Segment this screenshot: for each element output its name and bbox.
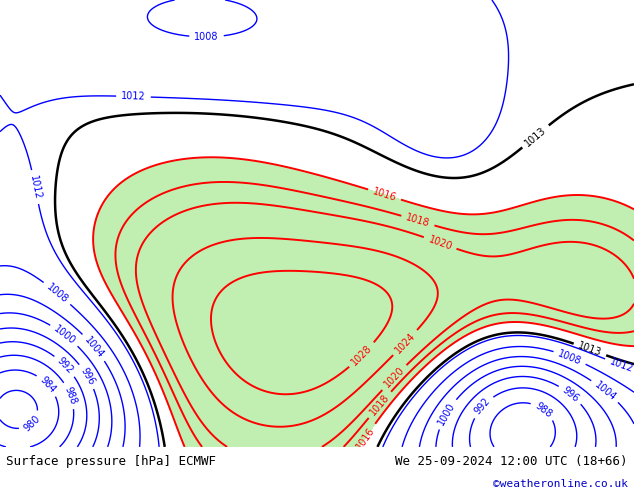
Text: 1016: 1016 bbox=[372, 186, 398, 203]
Text: 988: 988 bbox=[62, 385, 78, 406]
Text: 996: 996 bbox=[560, 385, 581, 404]
Text: 1004: 1004 bbox=[82, 335, 106, 360]
Text: 980: 980 bbox=[22, 413, 42, 433]
Text: 992: 992 bbox=[55, 356, 75, 376]
Text: 996: 996 bbox=[79, 366, 96, 387]
Text: ©weatheronline.co.uk: ©weatheronline.co.uk bbox=[493, 479, 628, 489]
Text: 984: 984 bbox=[38, 375, 58, 395]
Text: Surface pressure [hPa] ECMWF: Surface pressure [hPa] ECMWF bbox=[6, 456, 216, 468]
Text: 1013: 1013 bbox=[523, 124, 548, 148]
Text: 1018: 1018 bbox=[404, 212, 431, 229]
Text: 1028: 1028 bbox=[350, 343, 374, 368]
Text: 1013: 1013 bbox=[577, 341, 603, 358]
Text: 1024: 1024 bbox=[393, 330, 417, 355]
Text: 1016: 1016 bbox=[354, 425, 377, 451]
Text: 1012: 1012 bbox=[121, 91, 146, 102]
Text: 1008: 1008 bbox=[557, 348, 583, 367]
Text: 1012: 1012 bbox=[28, 174, 42, 200]
Text: 1020: 1020 bbox=[427, 234, 453, 252]
Text: 992: 992 bbox=[473, 396, 493, 417]
Text: 1000: 1000 bbox=[436, 401, 457, 427]
Text: 1018: 1018 bbox=[368, 392, 392, 417]
Text: 1000: 1000 bbox=[52, 323, 77, 346]
Text: We 25-09-2024 12:00 UTC (18+66): We 25-09-2024 12:00 UTC (18+66) bbox=[395, 456, 628, 468]
Text: 1020: 1020 bbox=[382, 365, 406, 390]
Text: 1008: 1008 bbox=[194, 32, 219, 42]
Text: 1004: 1004 bbox=[593, 379, 618, 402]
Text: 988: 988 bbox=[533, 400, 553, 419]
Text: 1008: 1008 bbox=[44, 282, 70, 305]
Text: 1012: 1012 bbox=[608, 356, 634, 374]
